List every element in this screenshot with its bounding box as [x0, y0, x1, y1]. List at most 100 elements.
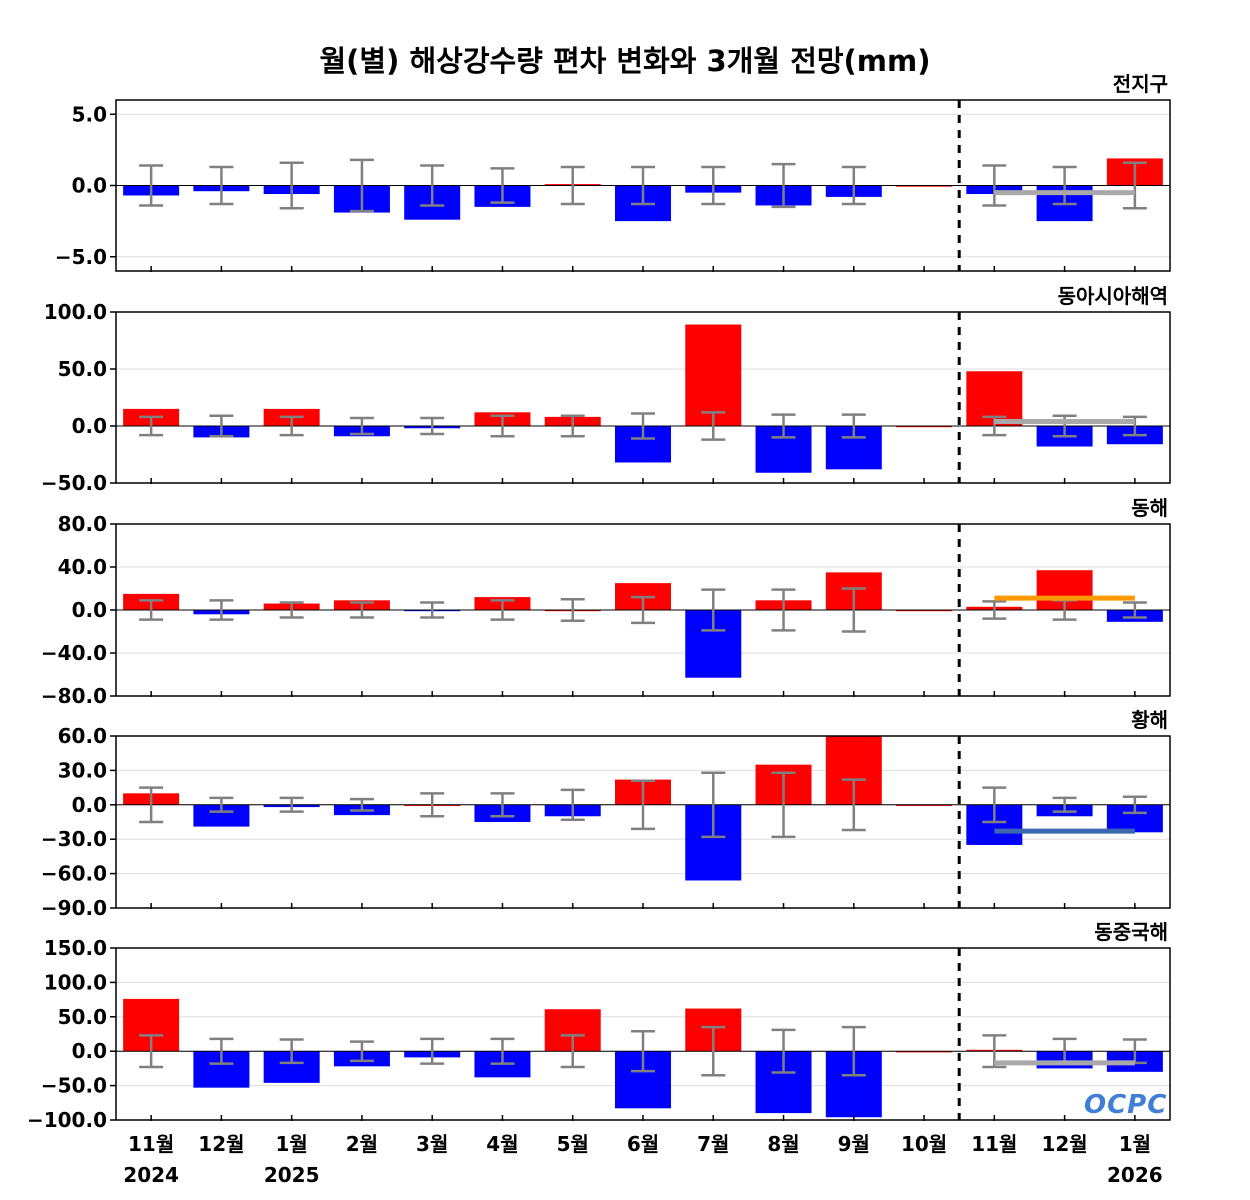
error-bar: [209, 165, 234, 206]
error-bar: [209, 796, 234, 813]
error-bar: [701, 411, 726, 441]
x-tick-label: 11월: [971, 1132, 1017, 1156]
error-bar: [420, 792, 445, 818]
bar: [685, 324, 742, 426]
error-bar: [631, 412, 655, 440]
bar: [896, 610, 953, 612]
year-label: 2024: [123, 1163, 179, 1187]
x-tick-label: 4월: [486, 1132, 518, 1156]
error-bar: [349, 416, 374, 436]
error-bar: [349, 1040, 374, 1063]
bar: [896, 185, 953, 187]
error-bar: [982, 786, 1007, 824]
error-bar: [560, 788, 585, 821]
error-bar: [841, 1025, 866, 1077]
error-bar: [420, 601, 445, 619]
y-tick-label: 150.0: [44, 936, 107, 960]
error-bar: [490, 167, 515, 204]
panel-2: 100.0 50.0 0.0 −50.0 동아시아해역: [41, 284, 1171, 495]
panel-1: 5.0 0.0 −5.0 전지구: [55, 72, 1171, 272]
y-tick-label: 0.0: [72, 793, 107, 817]
error-bar: [209, 414, 234, 438]
error-bar: [490, 792, 515, 818]
error-bar: [139, 415, 164, 437]
error-bar: [420, 416, 445, 436]
error-bar: [279, 796, 304, 813]
error-bar: [420, 1037, 445, 1065]
error-bar: [420, 164, 445, 207]
y-tick-label: 50.0: [58, 357, 107, 381]
error-bar: [631, 165, 655, 206]
bar: [896, 426, 953, 428]
y-tick-label: 100.0: [44, 300, 107, 324]
error-bar: [701, 588, 726, 632]
panel-3: 80.0 40.0 0.0 −40.0 −80.0 동해: [41, 496, 1171, 708]
error-bar: [490, 599, 515, 621]
error-bar: [631, 595, 655, 625]
error-bar: [701, 1025, 726, 1077]
error-bar: [982, 164, 1007, 207]
error-bar: [349, 797, 374, 812]
y-tick-label: 0.0: [72, 598, 107, 622]
error-bar: [771, 588, 796, 632]
panel-title: 황해: [1131, 708, 1168, 732]
error-bar: [1122, 601, 1147, 619]
y-tick-label: −100.0: [27, 1108, 107, 1132]
y-tick-label: −90.0: [41, 896, 107, 920]
error-bar: [1052, 165, 1077, 206]
error-bar: [349, 158, 374, 213]
chart-title: 월(별) 해상강수량 편차 변화와 3개월 전망(mm): [319, 44, 931, 78]
x-tick-label: 11월: [128, 1132, 174, 1156]
error-bar: [139, 599, 164, 621]
panel-5: 150.0 100.0 50.0 0.0 −50.0 −100.0 동중국해: [27, 920, 1171, 1132]
x-tick-label: 6월: [627, 1132, 659, 1156]
bar: [896, 1051, 953, 1053]
error-bar: [771, 771, 796, 839]
x-tick-label: 10월: [901, 1132, 947, 1156]
error-bar: [560, 414, 585, 438]
x-tick-label: 3월: [416, 1132, 448, 1156]
error-bar: [771, 413, 796, 439]
error-bar: [841, 778, 866, 832]
error-bar: [771, 1028, 796, 1074]
y-tick-label: 60.0: [58, 724, 107, 748]
y-tick-label: −40.0: [41, 641, 107, 665]
x-tick-label: 8월: [767, 1132, 799, 1156]
panel-title: 전지구: [1113, 72, 1168, 96]
error-bar: [982, 600, 1007, 620]
error-bar: [631, 1029, 655, 1073]
error-bar: [349, 601, 374, 619]
panel-4: 60.0 30.0 0.0 −30.0 −60.0 −90.0 황해: [41, 708, 1171, 920]
y-tick-label: 0.0: [72, 1039, 107, 1063]
error-bar: [209, 1037, 234, 1065]
error-bar: [139, 786, 164, 824]
error-bar: [139, 1034, 164, 1069]
error-bar: [279, 161, 304, 210]
x-tick-label: 2월: [346, 1132, 378, 1156]
y-tick-label: 0.0: [72, 174, 107, 198]
y-tick-label: −80.0: [41, 684, 107, 708]
y-tick-label: 50.0: [58, 1005, 107, 1029]
error-bar: [279, 415, 304, 437]
y-tick-label: 100.0: [44, 970, 107, 994]
error-bar: [560, 1034, 585, 1069]
error-bar: [1052, 796, 1077, 813]
y-tick-label: 0.0: [72, 414, 107, 438]
bar: [896, 804, 953, 806]
x-tick-label: 9월: [838, 1132, 870, 1156]
error-bar: [841, 413, 866, 439]
error-bar: [701, 771, 726, 839]
error-bar: [631, 779, 655, 831]
x-tick-label: 1월: [1119, 1132, 1151, 1156]
x-tick-label: 5월: [557, 1132, 589, 1156]
year-label: 2025: [264, 1163, 320, 1187]
error-bar: [490, 414, 515, 438]
y-tick-label: −60.0: [41, 862, 107, 886]
error-bar: [1122, 795, 1147, 815]
error-bar: [771, 162, 796, 209]
error-bar: [701, 165, 726, 206]
y-tick-label: 40.0: [58, 555, 107, 579]
error-bar: [279, 601, 304, 619]
error-bar: [560, 165, 585, 206]
